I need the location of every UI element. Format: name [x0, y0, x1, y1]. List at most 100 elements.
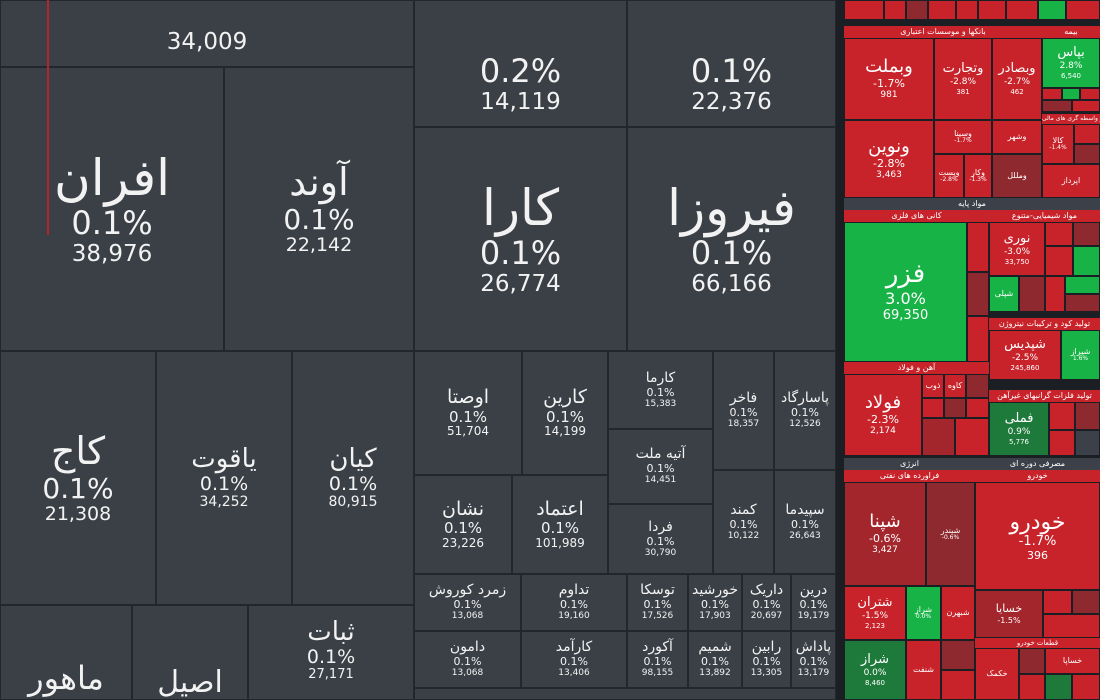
stock-value: 3,427 [872, 545, 898, 556]
stock-tile[interactable]: خکمک [975, 648, 1019, 700]
tile-name: کاج [50, 429, 106, 474]
stock-percent: -0.6% [869, 531, 901, 545]
stock-tile[interactable]: بپاس 2.8% 6,540 [1042, 38, 1100, 88]
stock-tile[interactable]: شراز 0.0% [906, 586, 941, 640]
tile-value: 13,406 [558, 668, 590, 679]
fund-tile[interactable]: داریک 0.1% 20,697 [742, 574, 791, 631]
fund-tile[interactable]: دامون 0.1% 13,068 [414, 631, 521, 688]
fund-tile[interactable]: کاج 0.1% 21,308 [0, 351, 156, 605]
fund-tile[interactable]: نشان 0.1% 23,226 [414, 475, 512, 574]
stock-name: ومللل [1007, 171, 1027, 181]
fund-tile[interactable]: 0.2% 14,119 [414, 0, 627, 127]
fund-tile[interactable]: اعتماد 0.1% 101,989 [512, 475, 608, 574]
tile-value: 80,915 [328, 494, 378, 511]
stock-tile[interactable]: کاوه [944, 374, 966, 398]
stock-tile[interactable]: خسایا -1.5% [975, 590, 1043, 638]
stock-name: بپاس [1057, 45, 1085, 61]
fund-tile[interactable]: اصیل [132, 605, 248, 700]
fund-tile[interactable]: کیان 0.1% 80,915 [292, 351, 414, 605]
stock-tile[interactable]: ذوب [922, 374, 944, 398]
stock-tile[interactable]: شتران -1.5% 2,123 [844, 586, 906, 640]
tile-name: آکورد [642, 639, 673, 656]
fund-tile[interactable]: درین 0.1% 19,179 [791, 574, 836, 631]
fund-tile[interactable]: پاسارگاد 0.1% 12,526 [774, 351, 836, 470]
stock-tile[interactable]: وسینا -1.7% [934, 120, 992, 154]
stock-tile-small [1006, 0, 1038, 20]
tile-value: 51,704 [447, 424, 489, 439]
stock-tile[interactable]: شبهرن [941, 586, 975, 640]
fund-tile[interactable]: ثبات 0.1% 27,171 [248, 605, 414, 700]
fund-tile[interactable]: کمند 0.1% 10,122 [713, 470, 774, 574]
stock-tile-small [1074, 144, 1100, 164]
fund-tile[interactable]: فردا 0.1% 30,790 [608, 504, 713, 574]
tile-percent: 0.1% [545, 407, 585, 426]
fund-tile[interactable]: یاقوت 0.1% 34,252 [156, 351, 292, 605]
fund-tile[interactable]: توسکا 0.1% 17,526 [627, 574, 688, 631]
fund-tile[interactable]: کارا 0.1% 26,774 [414, 127, 627, 351]
fund-tile[interactable]: شمیم 0.1% 13,892 [688, 631, 742, 688]
fund-tile[interactable]: سپیدما 0.1% 26,643 [774, 470, 836, 574]
tile-name: فردا [648, 518, 673, 535]
sector-header: سایر واسطه گری های مالی [1042, 114, 1100, 124]
tile-name: دامون [449, 639, 486, 656]
stock-tile[interactable]: شیراز 1.6% [1061, 330, 1100, 380]
stock-tile[interactable]: وبملت -1.7% 981 [844, 38, 934, 120]
stock-tile[interactable]: شپدیس -2.5% 245,860 [989, 330, 1061, 380]
fund-tile[interactable]: آکورد 0.1% 98,155 [627, 631, 688, 688]
stock-tile-small [1074, 124, 1100, 144]
stock-tile[interactable]: فزر 3.0% 69,350 [844, 222, 967, 362]
stock-tile[interactable]: خساپا [1045, 648, 1100, 674]
fund-tile[interactable]: 34,009 [0, 0, 414, 67]
stock-tile-small [967, 316, 989, 362]
fund-tile[interactable]: پاداش 0.1% 13,179 [791, 631, 836, 688]
fund-tile[interactable]: آوند 0.1% 22,142 [224, 67, 414, 351]
fund-tile[interactable]: ماهور [0, 605, 132, 700]
stock-tile[interactable]: ونوین -2.8% 3,463 [844, 120, 934, 198]
stock-tile[interactable]: ومللل [992, 154, 1042, 198]
fund-tile[interactable]: افران 0.1% 38,976 [0, 67, 224, 351]
stock-tile[interactable]: وکار -1.3% [964, 154, 992, 198]
fund-tile[interactable]: اوصتا 0.1% 51,704 [414, 351, 522, 475]
stock-tile[interactable]: نوری -3.0% 33,750 [989, 222, 1045, 276]
fund-tile[interactable]: رابین 0.1% 13,305 [742, 631, 791, 688]
stock-tile[interactable]: خودرو -1.7% 396 [975, 482, 1100, 590]
fund-tile[interactable]: کارین 0.1% 14,199 [522, 351, 608, 475]
tile-value: 13,068 [451, 611, 484, 622]
stock-tile[interactable]: وشهر [992, 120, 1042, 154]
stock-tile[interactable]: شراز 0.0% 8,460 [844, 640, 906, 700]
stock-tile[interactable]: کالا -1.4% [1042, 124, 1074, 164]
stock-tile[interactable]: شبندر -0.6% [926, 482, 975, 586]
fund-tile[interactable]: آتیه ملت 0.1% 14,451 [608, 429, 713, 504]
fund-tile[interactable]: فاخر 0.1% 18,357 [713, 351, 774, 470]
stock-tile[interactable]: شنفت [906, 640, 941, 700]
stock-tile[interactable]: اپرداز [1042, 164, 1100, 198]
fund-tile[interactable] [414, 688, 836, 700]
fund-tile[interactable]: خورشید 0.1% 17,903 [688, 574, 742, 631]
fund-tile[interactable]: 0.1% 22,376 [627, 0, 836, 127]
tile-value: 15,383 [644, 398, 677, 409]
stock-tile[interactable]: فملی 0.9% 5,776 [989, 402, 1049, 456]
tile-percent: 0.2% [479, 52, 562, 91]
stock-percent: -1.5% [861, 611, 889, 622]
stock-tile[interactable]: وپست -2.8% [934, 154, 964, 198]
tile-value: 22,142 [285, 234, 353, 257]
tile-value: 34,252 [199, 494, 249, 511]
fund-tile[interactable]: فیروزا 0.1% 66,166 [627, 127, 836, 351]
tile-name: اعتماد [536, 497, 584, 520]
stock-name: شراز [861, 652, 889, 668]
fund-tile[interactable]: کارآمد 0.1% 13,406 [521, 631, 627, 688]
fund-tile[interactable]: تداوم 0.1% 19,160 [521, 574, 627, 631]
stock-tile-small [1019, 276, 1045, 312]
stock-tile[interactable]: شپنا -0.6% 3,427 [844, 482, 926, 586]
tile-percent: 0.1% [799, 598, 828, 612]
stock-name: ونوین [868, 136, 910, 158]
tile-value: 98,155 [641, 668, 674, 679]
stock-percent: -0.6% [941, 534, 960, 542]
stock-tile[interactable]: وبصادر -2.7% 462 [992, 38, 1042, 120]
tile-value: 66,166 [691, 271, 772, 298]
fund-tile[interactable]: زمرد کوروش 0.1% 13,068 [414, 574, 521, 631]
stock-tile[interactable]: شپلی [989, 276, 1019, 312]
fund-tile[interactable]: کارما 0.1% 15,383 [608, 351, 713, 429]
stock-tile[interactable]: وتجارت -2.8% 381 [934, 38, 992, 120]
stock-tile[interactable]: فولاد -2.3% 2,174 [844, 374, 922, 456]
